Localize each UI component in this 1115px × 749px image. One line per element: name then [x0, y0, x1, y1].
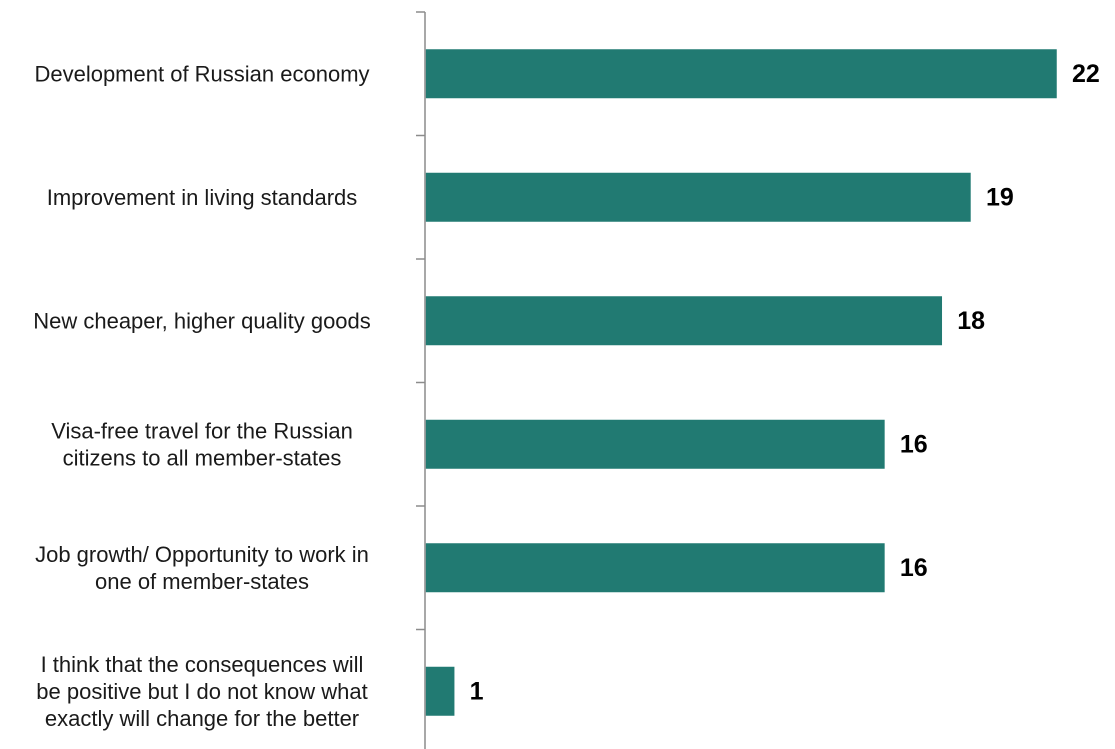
category-label-line: I think that the consequences will	[41, 652, 364, 677]
category-label-line: one of member-states	[95, 569, 309, 594]
data-label: 1	[470, 677, 484, 705]
category-label: Development of Russian economy	[34, 61, 369, 86]
category-labels: Development of Russian economy Improvemen…	[33, 61, 371, 731]
bar	[425, 49, 1057, 99]
data-label: 18	[957, 307, 985, 335]
data-label: 16	[900, 430, 928, 458]
category-axis	[416, 11, 426, 749]
bars-layer	[425, 49, 1057, 716]
category-label-line: be positive but I do not know what	[36, 679, 367, 704]
data-label: 22	[1072, 60, 1100, 88]
bar	[425, 296, 943, 346]
category-label-line: citizens to all member-states	[63, 445, 342, 470]
bar	[425, 172, 971, 222]
bar	[425, 419, 885, 469]
category-label-line: Visa-free travel for the Russian	[51, 418, 353, 443]
category-label: Visa-free travel for the Russian citizens…	[51, 418, 353, 470]
category-label-line: Job growth/ Opportunity to work in	[35, 542, 369, 567]
category-label-line: Improvement in living standards	[47, 185, 358, 210]
category-label: Job growth/ Opportunity to work in one of…	[35, 542, 369, 594]
data-label: 19	[986, 183, 1014, 211]
bar	[425, 666, 455, 716]
category-label: New cheaper, higher quality goods	[33, 308, 371, 333]
category-label-line: Development of Russian economy	[34, 61, 369, 86]
bar	[425, 543, 885, 593]
value-labels: 22 19 18 16 16 1	[470, 60, 1100, 706]
data-label: 16	[900, 554, 928, 582]
category-label-line: exactly will change for the better	[45, 706, 359, 731]
category-label: I think that the consequences will be pos…	[36, 652, 367, 731]
category-label: Improvement in living standards	[47, 185, 358, 210]
category-label-line: New cheaper, higher quality goods	[33, 308, 371, 333]
